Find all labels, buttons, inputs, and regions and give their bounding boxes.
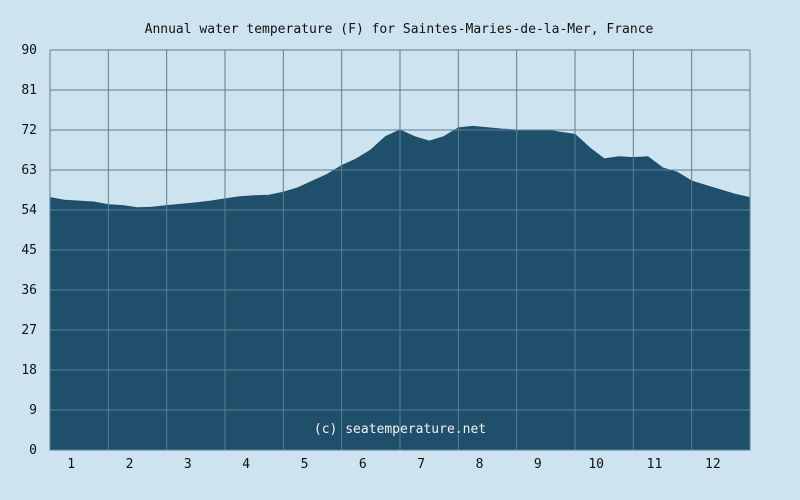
y-tick-label: 63 xyxy=(21,163,37,178)
y-tick-label: 36 xyxy=(21,283,37,298)
x-tick-label: 9 xyxy=(534,457,542,472)
y-tick-label: 9 xyxy=(29,403,37,418)
x-tick-label: 3 xyxy=(184,457,192,472)
y-tick-label: 72 xyxy=(21,123,37,138)
y-tick-label: 90 xyxy=(21,43,37,58)
x-tick-label: 4 xyxy=(242,457,250,472)
y-tick-label: 54 xyxy=(21,203,37,218)
x-tick-label: 12 xyxy=(705,457,721,472)
y-tick-label: 27 xyxy=(21,323,37,338)
copyright-annotation: (c) seatemperature.net xyxy=(314,422,486,437)
grid-lines xyxy=(49,49,751,451)
x-tick-label: 8 xyxy=(476,457,484,472)
y-tick-label: 18 xyxy=(21,363,37,378)
x-axis-tick-labels: 1 2 3 4 5 6 7 8 9 10 11 12 xyxy=(67,457,720,472)
chart-title: Annual water temperature (F) for Saintes… xyxy=(145,22,654,37)
y-tick-label: 45 xyxy=(21,243,37,258)
x-tick-label: 10 xyxy=(588,457,604,472)
x-tick-label: 7 xyxy=(417,457,425,472)
x-tick-label: 1 xyxy=(67,457,75,472)
x-tick-label: 6 xyxy=(359,457,367,472)
y-axis-tick-labels: 0 9 18 27 36 45 54 63 72 81 90 xyxy=(21,43,37,458)
y-tick-label: 0 xyxy=(29,443,37,458)
x-tick-label: 11 xyxy=(647,457,663,472)
x-tick-label: 2 xyxy=(126,457,134,472)
x-tick-label: 5 xyxy=(301,457,309,472)
y-tick-label: 81 xyxy=(21,83,37,98)
